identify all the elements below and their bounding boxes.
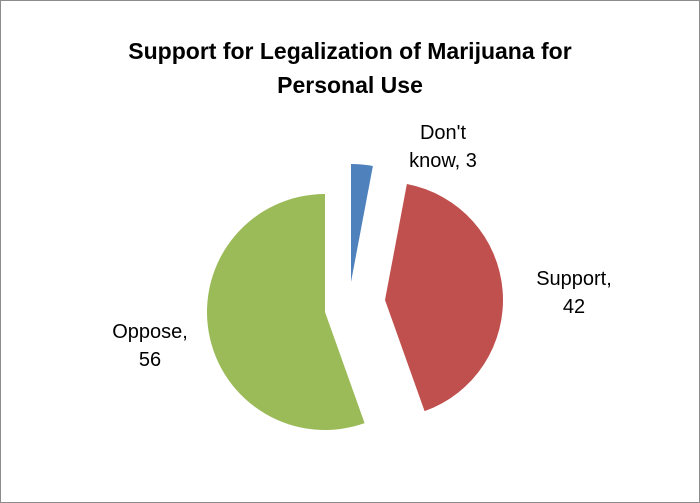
pie-slice-don-t-know bbox=[351, 164, 373, 282]
pie-slices bbox=[206, 164, 503, 430]
data-label-support: Support, 42 bbox=[536, 268, 612, 318]
data-label-don-t-know: Don't know, 3 bbox=[409, 122, 477, 172]
chart-title-line-2: Personal Use bbox=[277, 72, 423, 98]
data-labels: Don't know, 3 Support, 42 Oppose, 56 bbox=[112, 122, 612, 371]
data-label-oppose: Oppose, 56 bbox=[112, 321, 188, 371]
chart-title-line-1: Support for Legalization of Marijuana fo… bbox=[128, 38, 572, 64]
chart-title: Support for Legalization of Marijuana fo… bbox=[0, 34, 700, 102]
pie-slice-oppose bbox=[206, 194, 365, 430]
pie-slice-support bbox=[385, 184, 503, 412]
